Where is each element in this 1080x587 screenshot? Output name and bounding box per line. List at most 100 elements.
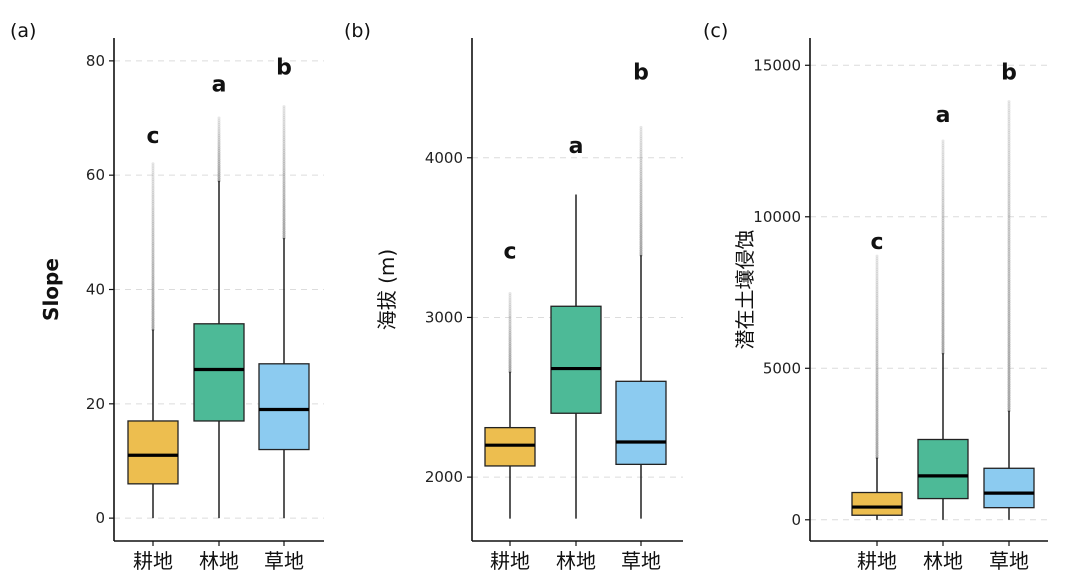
outlier-point <box>941 205 945 209</box>
outlier-point <box>1007 274 1011 278</box>
outlier-point <box>151 323 155 327</box>
outlier-point <box>151 257 155 261</box>
outlier-point <box>941 263 945 267</box>
outlier-point <box>1007 325 1011 329</box>
outlier-point <box>217 151 221 155</box>
outlier-point <box>1007 384 1011 388</box>
outlier-point <box>941 212 945 216</box>
outlier-point <box>282 148 286 152</box>
outlier-point <box>1007 345 1011 349</box>
outlier-point <box>508 352 512 356</box>
outlier-point <box>1007 356 1011 360</box>
outlier-point <box>217 123 221 127</box>
outlier-point <box>875 375 879 379</box>
outlier-point <box>282 124 286 128</box>
outlier-point <box>639 225 643 229</box>
outlier-point <box>151 312 155 316</box>
outlier-point <box>217 129 221 133</box>
outlier-point <box>875 416 879 420</box>
outlier-point <box>508 324 512 328</box>
outlier-point <box>1007 320 1011 324</box>
outlier-point <box>508 326 512 330</box>
significance-letter: c <box>146 124 159 149</box>
outlier-point <box>151 166 155 170</box>
outlier-point <box>875 425 879 429</box>
outlier-point <box>282 192 286 196</box>
outlier-point <box>875 309 879 313</box>
outlier-point <box>875 370 879 374</box>
outlier-point <box>941 327 945 331</box>
outlier-point <box>941 345 945 349</box>
outlier-point <box>1007 117 1011 121</box>
outlier-point <box>1007 120 1011 124</box>
outlier-point <box>1007 245 1011 249</box>
outlier-point <box>639 156 643 160</box>
box-1 <box>851 491 903 516</box>
outlier-point <box>875 296 879 300</box>
outlier-point <box>875 318 879 322</box>
outlier-point <box>941 150 945 154</box>
outlier-point <box>151 259 155 263</box>
outlier-point <box>151 239 155 243</box>
outlier-point <box>1007 404 1011 408</box>
outlier-point <box>1007 316 1011 320</box>
outlier-point <box>282 219 286 223</box>
y-tick-label: 3000 <box>425 308 463 326</box>
outlier-point <box>639 211 643 215</box>
outlier-point <box>639 222 643 226</box>
outlier-point <box>875 414 879 418</box>
outlier-point <box>875 259 879 263</box>
outlier-point <box>282 173 286 177</box>
outlier-point <box>508 305 512 309</box>
outlier-point <box>282 232 286 236</box>
outlier-point <box>151 255 155 259</box>
outlier-point <box>151 237 155 241</box>
outlier-point <box>1007 365 1011 369</box>
outlier-point <box>941 227 945 231</box>
outlier-point <box>941 172 945 176</box>
outlier-point <box>639 220 643 224</box>
y-axis-label: 潜在土壤侵蚀 <box>733 230 757 350</box>
x-category-label: 耕地 <box>133 549 173 573</box>
outlier-point <box>875 421 879 425</box>
outlier-point <box>1007 243 1011 247</box>
outlier-point <box>217 168 221 172</box>
outlier-point <box>875 440 879 444</box>
outlier-point <box>508 298 512 302</box>
outlier-point <box>508 311 512 315</box>
outlier-point <box>941 203 945 207</box>
outlier-point <box>282 135 286 139</box>
outlier-point <box>1007 281 1011 285</box>
outlier-point <box>941 283 945 287</box>
outlier-point <box>875 256 879 260</box>
outlier-point <box>282 214 286 218</box>
outlier-point <box>151 235 155 239</box>
outlier-point <box>941 252 945 256</box>
outlier-point <box>282 153 286 157</box>
outlier-point <box>639 191 643 195</box>
y-tick-label: 2000 <box>425 468 463 486</box>
outlier-point <box>941 320 945 324</box>
outlier-point <box>151 274 155 278</box>
outlier-point <box>1007 351 1011 355</box>
outlier-point <box>875 429 879 433</box>
outlier-point <box>282 129 286 133</box>
outlier-point <box>875 449 879 453</box>
outlier-point <box>151 175 155 179</box>
outlier-point <box>151 310 155 314</box>
outlier-point <box>217 166 221 170</box>
outlier-point <box>941 190 945 194</box>
outlier-point <box>875 337 879 341</box>
outlier-point <box>941 183 945 187</box>
outlier-point <box>282 159 286 163</box>
outlier-point <box>151 270 155 274</box>
outlier-point <box>151 263 155 267</box>
outlier-point <box>941 163 945 167</box>
outlier-point <box>875 291 879 295</box>
outlier-point <box>1007 318 1011 322</box>
outlier-point <box>282 107 286 111</box>
outlier-point <box>1007 153 1011 157</box>
outlier-point <box>875 265 879 269</box>
outlier-point <box>1007 312 1011 316</box>
significance-letter: b <box>276 56 292 81</box>
